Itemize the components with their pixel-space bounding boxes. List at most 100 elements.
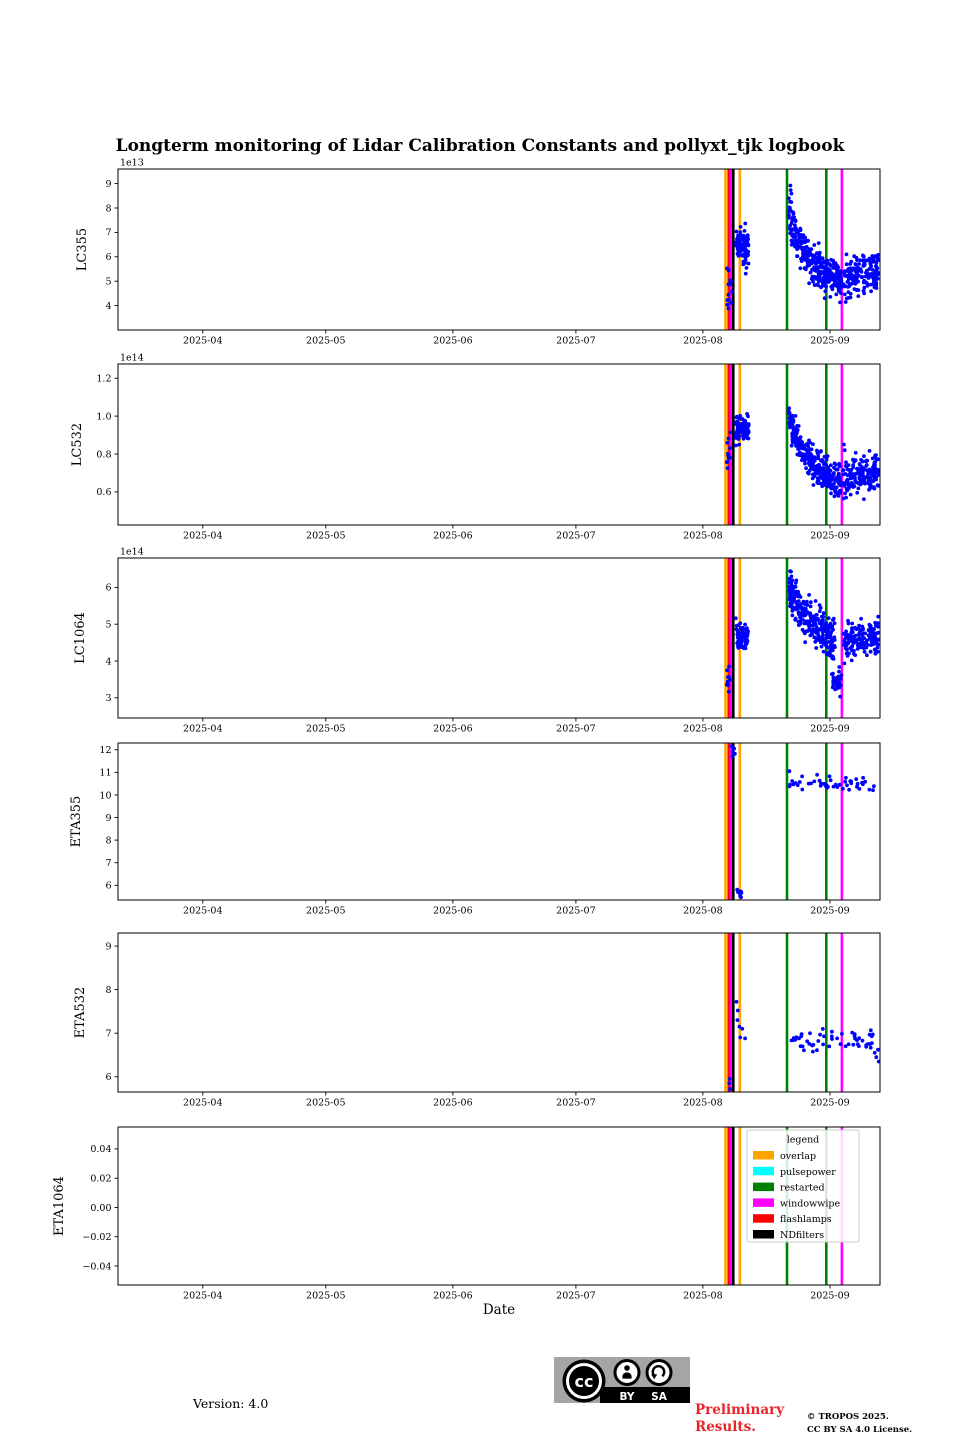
axis-offset-label: 1e14 — [120, 547, 144, 558]
page-title: Longterm monitoring of Lidar Calibration… — [115, 136, 845, 156]
x-tick-label: 2025-06 — [433, 1291, 472, 1302]
legend-label-windowwipe: windowwipe — [780, 1198, 840, 1209]
cc-letters: cc — [575, 1372, 594, 1391]
legend-box — [746, 1129, 860, 1243]
x-tick-label: 2025-08 — [683, 336, 722, 347]
y-tick-label: 12 — [99, 745, 111, 756]
scatter-points — [725, 183, 880, 311]
y-tick-label: 8 — [105, 985, 111, 996]
legend-label-flashlamps: flashlamps — [780, 1214, 832, 1225]
x-axis: 2025-04 2025-05 2025-06 2025-07 2025-08 2025-… — [183, 525, 850, 542]
legend-label-overlap: overlap — [780, 1151, 816, 1162]
x-tick-label: 2025-09 — [810, 1098, 849, 1109]
y-tick-label: 8 — [105, 203, 111, 214]
plot-border — [117, 1126, 881, 1286]
x-tick-label: 2025-05 — [306, 531, 345, 542]
sa-arrow-icon — [645, 1359, 673, 1386]
y-tick-label: 1.0 — [96, 411, 111, 422]
x-axis: 2025-04 2025-05 2025-06 2025-07 2025-08 2025-… — [183, 900, 850, 917]
y-tick-label: 7 — [105, 1029, 111, 1040]
subplot-LC532: 0.6 0.8 1.0 1.2 2025-04 2025-05 2025-06 2025-07… — [70, 353, 881, 542]
y-axis-label: LC1064 — [73, 612, 88, 664]
plot-border — [117, 557, 881, 719]
preliminary-line1: Preliminary — [695, 1402, 785, 1418]
y-tick-label: 0.00 — [90, 1203, 111, 1214]
y-axis-label: ETA532 — [73, 987, 88, 1039]
legend: legend overlap pulsepower restarted windowwi… — [746, 1129, 860, 1243]
y-axis: 3 4 5 6 — [105, 583, 118, 704]
y-tick-label: 9 — [105, 813, 111, 824]
x-tick-label: 2025-07 — [556, 1291, 595, 1302]
x-axis: 2025-04 2025-05 2025-06 2025-07 2025-08 2025-… — [183, 1285, 850, 1302]
x-tick-label: 2025-06 — [433, 724, 472, 735]
y-tick-label: 1.2 — [96, 374, 111, 385]
legend-label-NDfilters: NDfilters — [780, 1230, 824, 1241]
y-axis: −0.04 −0.02 0.00 0.02 0.04 — [82, 1144, 118, 1272]
axis-offset-label: 1e14 — [120, 353, 144, 364]
y-tick-label: 6 — [105, 881, 111, 892]
x-tick-label: 2025-08 — [683, 1291, 722, 1302]
version-label: Version: 4.0 — [193, 1396, 269, 1411]
legend-swatch-windowwipe — [753, 1198, 774, 1207]
y-tick-label: 5 — [105, 620, 111, 631]
x-tick-label: 2025-08 — [683, 1098, 722, 1109]
x-tick-label: 2025-08 — [683, 531, 722, 542]
x-tick-label: 2025-06 — [433, 336, 472, 347]
y-axis-label: LC355 — [75, 228, 90, 271]
y-axis: 0.6 0.8 1.0 1.2 — [96, 374, 118, 498]
copyright-note: © TROPOS 2025. CC BY SA 4.0 License. — [807, 1411, 912, 1436]
badge-strip — [600, 1387, 690, 1403]
x-axis: 2025-04 2025-05 2025-06 2025-07 2025-08 2025-… — [183, 1092, 850, 1109]
y-tick-label: −0.02 — [82, 1232, 111, 1243]
legend-swatch-pulsepower — [753, 1166, 774, 1176]
scatter-points — [729, 744, 876, 900]
y-tick-label: 6 — [105, 1072, 111, 1083]
x-tick-label: 2025-09 — [810, 906, 849, 917]
x-tick-label: 2025-07 — [556, 1098, 595, 1109]
y-tick-label: 0.8 — [96, 449, 111, 460]
x-axis-title: Date — [482, 1302, 516, 1318]
x-tick-label: 2025-09 — [810, 336, 849, 347]
y-tick-label: 0.04 — [90, 1144, 111, 1155]
preliminary-line2: Results. — [695, 1419, 756, 1435]
x-tick-label: 2025-07 — [556, 336, 595, 347]
y-tick-label: 10 — [99, 790, 111, 801]
event-lines — [724, 743, 844, 900]
x-tick-label: 2025-05 — [306, 1098, 345, 1109]
plot-border — [117, 932, 881, 1093]
legend-swatch-restarted — [753, 1182, 774, 1192]
scatter-points — [725, 569, 880, 699]
y-tick-label: 4 — [105, 301, 111, 312]
scatter-points — [727, 999, 880, 1091]
x-tick-label: 2025-04 — [183, 906, 222, 917]
x-tick-label: 2025-06 — [433, 531, 472, 542]
y-tick-label: 6 — [105, 583, 111, 594]
axis-offset-label: 1e13 — [120, 158, 144, 169]
legend-label-pulsepower: pulsepower — [780, 1167, 836, 1178]
x-tick-label: 2025-07 — [556, 724, 595, 735]
x-tick-label: 2025-05 — [306, 1291, 345, 1302]
x-tick-label: 2025-05 — [306, 336, 345, 347]
x-tick-label: 2025-05 — [306, 724, 345, 735]
copyright-line1: © TROPOS 2025. — [807, 1412, 889, 1422]
x-tick-label: 2025-08 — [683, 724, 722, 735]
y-axis: 4 5 6 7 8 9 — [105, 179, 118, 312]
x-tick-label: 2025-07 — [556, 906, 595, 917]
y-tick-label: 9 — [105, 941, 111, 952]
x-tick-label: 2025-09 — [810, 531, 849, 542]
badge-sa-label: SA — [651, 1391, 668, 1403]
event-lines — [724, 933, 844, 1092]
x-tick-label: 2025-08 — [683, 906, 722, 917]
x-tick-label: 2025-04 — [183, 336, 222, 347]
copyright-line2: CC BY SA 4.0 License. — [807, 1424, 913, 1435]
preliminary-note: Preliminary Results. — [695, 1402, 784, 1436]
x-tick-label: 2025-07 — [556, 531, 595, 542]
y-tick-label: 0.6 — [96, 487, 111, 498]
